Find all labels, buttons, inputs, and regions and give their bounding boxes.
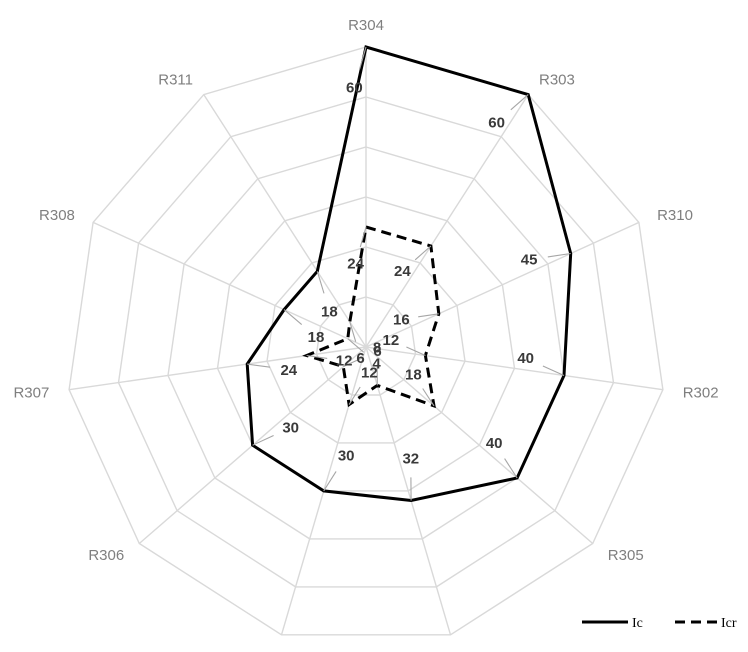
data-label-icr-r304: 24: [347, 255, 364, 272]
data-label-ic-r307: 24: [280, 362, 297, 379]
spoke-r311: [203, 94, 367, 348]
data-label-ic-r303: 60: [488, 114, 505, 131]
data-label-ic-r308: 18: [308, 329, 325, 346]
radar-grid: [68, 46, 664, 636]
data-label-ic-r301: 30: [338, 448, 355, 465]
series-icr-line: [302, 225, 441, 409]
grid-ring-6: [68, 46, 664, 636]
data-label-icr-r301: 12: [361, 365, 378, 382]
grid-ring-2: [266, 246, 466, 444]
axis-label-r310: R310: [657, 207, 693, 224]
series-ic-line: [245, 45, 573, 503]
legend-label-ic: Ic: [632, 616, 643, 631]
leader-ic-r302: [542, 365, 565, 377]
spoke-r305: [365, 346, 594, 545]
leader-icr-r305: [422, 388, 435, 407]
data-label-icr-r302: 12: [383, 332, 400, 349]
data-label-ic-r310: 45: [521, 252, 538, 269]
data-label-icr-r311: 6: [356, 350, 364, 367]
data-label-ic-r306: 30: [282, 420, 299, 437]
leader-ic-r301: [323, 471, 337, 492]
data-label-icr-r305: 18: [405, 366, 422, 383]
grid-ring-1: [315, 296, 417, 396]
axis-label-r308: R308: [39, 207, 75, 224]
axis-labels: R304 R303 R310 R302 R305 R309 R301 R306 R307 R308…: [13, 17, 718, 652]
leader-ic-r303: [510, 94, 529, 111]
grid-ring-3: [216, 196, 516, 492]
leader-icr-r304: [359, 226, 367, 248]
grid-ring-4: [167, 146, 565, 540]
leader-ic-r310: [547, 252, 571, 258]
leader-icr-r303: [414, 245, 432, 261]
leader-icr-r310: [418, 313, 439, 318]
grid-ring-5: [117, 96, 615, 588]
leader-icr-r311: [349, 321, 357, 342]
spoke-r310: [365, 221, 640, 348]
data-label-icr-r306: 6: [373, 343, 381, 360]
data-label-ic-r302: 40: [517, 350, 534, 367]
data-label-icr-r309: 8: [373, 340, 381, 357]
legend: Ic Icr: [582, 616, 737, 631]
axis-label-r305: R305: [608, 547, 644, 564]
leader-icr-r302: [406, 346, 426, 357]
axis-label-r303: R303: [539, 72, 575, 89]
leader-icr-r301: [348, 386, 361, 405]
leader-icr-r307: [306, 354, 328, 359]
axis-label-r307: R307: [13, 384, 49, 401]
axis-label-r302: R302: [683, 384, 719, 401]
data-label-ic-r304: 60: [346, 79, 363, 96]
leader-ic-r311: [316, 271, 325, 294]
axis-label-r304: R304: [348, 17, 384, 34]
spoke-r309: [365, 346, 452, 635]
leader-ic-r306: [252, 435, 274, 446]
spoke-r307: [69, 346, 367, 391]
leader-ic-r307: [247, 363, 271, 368]
data-label-ic-r305: 40: [486, 435, 503, 452]
data-label-ic-r309: 32: [402, 451, 419, 468]
spoke-r302: [365, 346, 663, 391]
data-label-icr-r303: 24: [394, 263, 411, 280]
data-label-ic-r311: 18: [321, 304, 338, 321]
data-label-icr-r310: 16: [393, 311, 410, 328]
spoke-r308: [92, 221, 367, 348]
spoke-r303: [365, 94, 529, 348]
leader-ic-r305: [504, 458, 518, 479]
axis-label-r309: R309: [456, 650, 492, 652]
data-label-icr-r308: 4: [372, 355, 381, 372]
legend-label-icr: Icr: [721, 616, 737, 631]
leader-ic-r308: [283, 309, 303, 326]
series-lines: [245, 45, 573, 503]
axis-label-r311: R311: [158, 72, 193, 89]
axis-label-r306: R306: [88, 547, 124, 564]
leader-icr-r306: [343, 357, 363, 368]
axis-label-r301: R301: [240, 650, 276, 652]
leader-icr-r308: [347, 338, 364, 353]
data-label-icr-r307: 12: [336, 353, 353, 370]
leader-ic-r304: [359, 46, 367, 70]
